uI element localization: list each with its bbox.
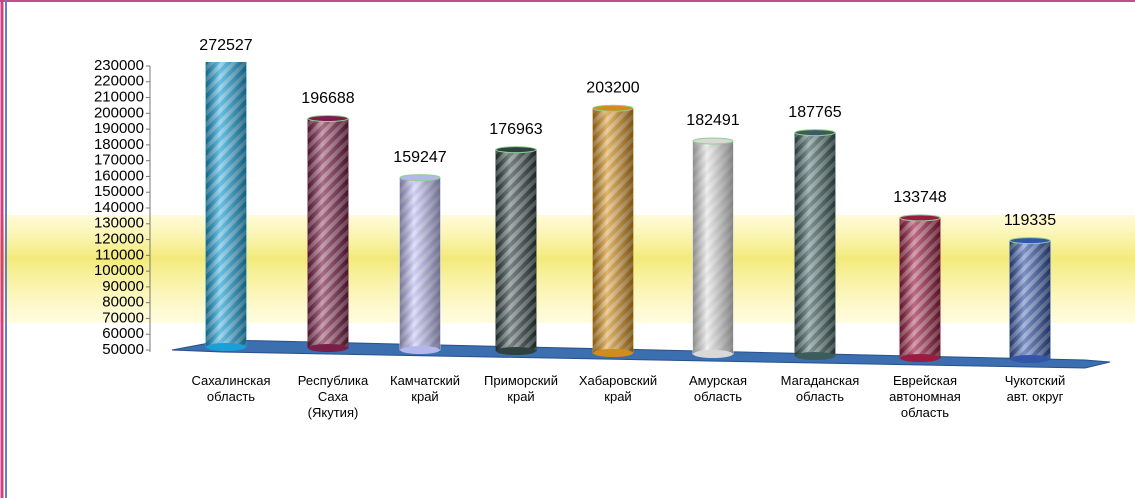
- bar-base: [206, 343, 246, 351]
- bar-shade: [308, 118, 348, 349]
- bar-top: [399, 174, 441, 182]
- data-label: 176963: [489, 121, 542, 138]
- bar-group: [495, 146, 537, 355]
- y-tick-label: 170000: [94, 152, 144, 169]
- data-label: 187765: [788, 104, 841, 121]
- bar-shade: [400, 177, 440, 350]
- bar-shade: [206, 62, 246, 347]
- data-label: 196688: [301, 90, 354, 107]
- data-label: 203200: [586, 80, 639, 97]
- bar-base: [593, 349, 633, 357]
- bar-shade: [593, 108, 633, 353]
- bar-group: [794, 129, 836, 360]
- y-tick-label: 50000: [102, 341, 144, 358]
- data-label: 159247: [393, 149, 446, 166]
- y-tick-label: 60000: [102, 325, 144, 342]
- data-label: 119335: [1004, 212, 1056, 229]
- bar-base: [308, 344, 348, 352]
- bar-group: [399, 174, 441, 354]
- x-tick-label: Сахалинская область: [191, 373, 270, 404]
- y-tick-label: 190000: [94, 120, 144, 137]
- x-tick-label: Хабаровский край: [579, 373, 657, 404]
- bar-top: [592, 104, 634, 112]
- data-label: 133748: [893, 189, 946, 206]
- bar-top: [692, 137, 734, 145]
- bar-top: [307, 115, 349, 123]
- bar-shade: [693, 140, 733, 354]
- y-tick-label: 100000: [94, 262, 144, 279]
- bar-top: [1009, 237, 1051, 245]
- bar-top: [794, 129, 836, 137]
- bar-base: [795, 352, 835, 360]
- x-tick-label: Амурская область: [689, 373, 747, 404]
- bar-top: [899, 214, 941, 222]
- bar-shade: [496, 149, 536, 351]
- x-tick-label: Приморский край: [484, 373, 558, 404]
- y-tick-label: 140000: [94, 199, 144, 216]
- data-label: 182491: [686, 112, 739, 129]
- y-tick-label: 70000: [102, 309, 144, 326]
- y-tick-label: 230000: [94, 57, 144, 74]
- bar-group: [899, 214, 941, 362]
- y-tick-label: 150000: [94, 183, 144, 200]
- data-label: 272527: [199, 37, 252, 54]
- highlight-band: [0, 215, 1135, 323]
- x-tick-label: Камчатский край: [390, 373, 460, 404]
- x-tick-label: Республика Саха (Якутия): [298, 373, 369, 420]
- bar-base: [900, 354, 940, 362]
- bar-base: [693, 350, 733, 358]
- y-tick-label: 120000: [94, 231, 144, 248]
- y-tick-label: 90000: [102, 278, 144, 295]
- bar-group: [592, 104, 634, 357]
- bar-group: [1009, 237, 1051, 363]
- bar-base: [496, 347, 536, 355]
- x-tick-label: Еврейская автономная область: [889, 373, 961, 420]
- y-tick-label: 180000: [94, 136, 144, 153]
- bar-group: [692, 137, 734, 358]
- bar-shade: [900, 217, 940, 358]
- y-tick-label: 110000: [95, 246, 144, 263]
- bar-group: [307, 115, 349, 352]
- y-tick-label: 220000: [94, 73, 144, 90]
- x-tick-label: Чукотский авт. округ: [1005, 373, 1065, 404]
- bar-shade: [1010, 240, 1050, 359]
- x-tick-label: Магаданская область: [781, 373, 860, 404]
- y-tick-label: 80000: [102, 294, 144, 311]
- y-tick-label: 210000: [94, 89, 144, 106]
- bar-top: [495, 146, 537, 154]
- bar-shade: [795, 132, 835, 356]
- bar-base: [1010, 355, 1050, 363]
- y-tick-label: 160000: [94, 167, 144, 184]
- bar-base: [400, 346, 440, 354]
- y-tick-label: 130000: [94, 215, 144, 232]
- y-tick-label: 200000: [94, 104, 144, 121]
- bar-group: [205, 62, 247, 351]
